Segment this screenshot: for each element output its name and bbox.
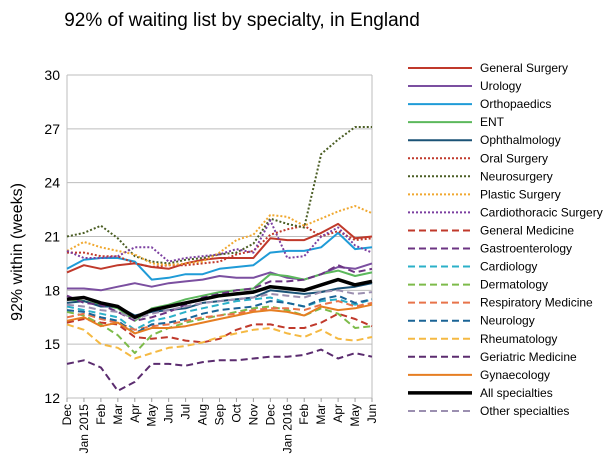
x-tick-label: Jun	[365, 404, 379, 423]
legend-label: Rheumatology	[480, 332, 557, 346]
series-line-cardiothoracic-surgery	[66, 219, 373, 263]
legend-label: Other specialties	[480, 404, 569, 418]
x-tick-label: Dec	[60, 404, 74, 425]
x-tick-label: Nov	[246, 404, 260, 425]
x-tick-labels: Dec Jan 2015 Feb Mar Apr May Jun Jul Aug Sep Oct No…	[60, 403, 379, 453]
y-tick-label: 30	[44, 67, 60, 83]
legend-label: Urology	[480, 79, 521, 93]
series-line-geriatric-medicine	[66, 348, 373, 392]
legend-label: Oral Surgery	[480, 151, 548, 165]
series-line-orthopaedics	[66, 231, 373, 281]
series-line-gastroenterology	[66, 264, 373, 322]
legend-label: Neurology	[480, 314, 535, 328]
legend-label: Orthopaedics	[480, 97, 551, 111]
legend-label: Cardiology	[480, 260, 537, 274]
series-line-all-specialties	[66, 277, 373, 320]
x-tick-label: Jul	[179, 404, 193, 419]
x-tick-label: Jan 2016	[280, 404, 294, 454]
legend-label: Ophthalmology	[480, 133, 561, 147]
legend-label: Dermatology	[480, 278, 548, 292]
series-line-oral-surgery	[67, 224, 373, 268]
legend: General Surgery Urology Orthopaedics ENT Oph…	[408, 61, 603, 418]
x-tick-label: Feb	[94, 404, 108, 425]
series-line-neurosurgery	[66, 126, 372, 265]
x-tick-label: Jun	[162, 404, 176, 423]
legend-label: Gynaecology	[480, 368, 550, 382]
x-tick-label: Sep	[213, 404, 227, 426]
legend-label: All specialties	[480, 386, 553, 400]
legend-label: Respiratory Medicine	[480, 296, 593, 310]
x-tick-label: Aug	[196, 404, 210, 425]
series-line-other-specialties	[66, 289, 373, 320]
x-tick-label: Dec	[263, 404, 277, 425]
series-line-respiratory-medicine	[66, 300, 373, 331]
series-line-general-medicine	[66, 312, 373, 344]
chart-title: 92% of waiting list by specialty, in Eng…	[64, 10, 420, 31]
series-line-rheumatology	[66, 323, 373, 360]
series-line-cardiology	[66, 296, 373, 331]
y-tick-label: 18	[44, 282, 60, 298]
series-line-urology	[67, 262, 373, 292]
y-tick-label: 24	[44, 175, 60, 191]
x-tick-label: Apr	[128, 404, 142, 423]
x-tick-label: Apr	[331, 404, 345, 423]
legend-label: Cardiothoracic Surgery	[480, 205, 603, 219]
y-tick-label: 15	[44, 336, 60, 352]
legend-label: Neurosurgery	[480, 169, 553, 183]
series-line-gynaecology	[66, 303, 373, 335]
y-axis-label: 92% within (weeks)	[9, 183, 26, 321]
legend-label: General Medicine	[480, 223, 574, 237]
gridlines	[66, 74, 373, 402]
x-tick-label: Mar	[314, 404, 328, 425]
legend-label: Gastroenterology	[480, 242, 572, 256]
legend-label: General Surgery	[480, 61, 568, 75]
y-tick-label: 21	[44, 229, 60, 245]
legend-label: Plastic Surgery	[480, 187, 561, 201]
y-tick-labels: 12 15 18 21 24 27 30	[44, 67, 60, 406]
legend-label: Geriatric Medicine	[480, 350, 577, 364]
y-tick-label: 12	[44, 390, 60, 406]
series-line-neurology	[66, 294, 373, 335]
x-tick-label: Oct	[229, 403, 243, 422]
y-tick-label: 27	[44, 121, 60, 137]
x-tick-label: Jan 2015	[77, 404, 91, 454]
series-line-general-surgery	[66, 222, 373, 274]
x-tick-label: Mar	[111, 404, 125, 425]
x-tick-label: May	[145, 404, 159, 427]
series-line-plastic-surgery	[66, 205, 373, 267]
series-lines	[66, 126, 373, 392]
series-line-dermatology	[66, 305, 373, 355]
legend-label: ENT	[480, 115, 505, 129]
x-tick-label: Feb	[297, 404, 311, 425]
x-tick-label: May	[348, 404, 362, 427]
